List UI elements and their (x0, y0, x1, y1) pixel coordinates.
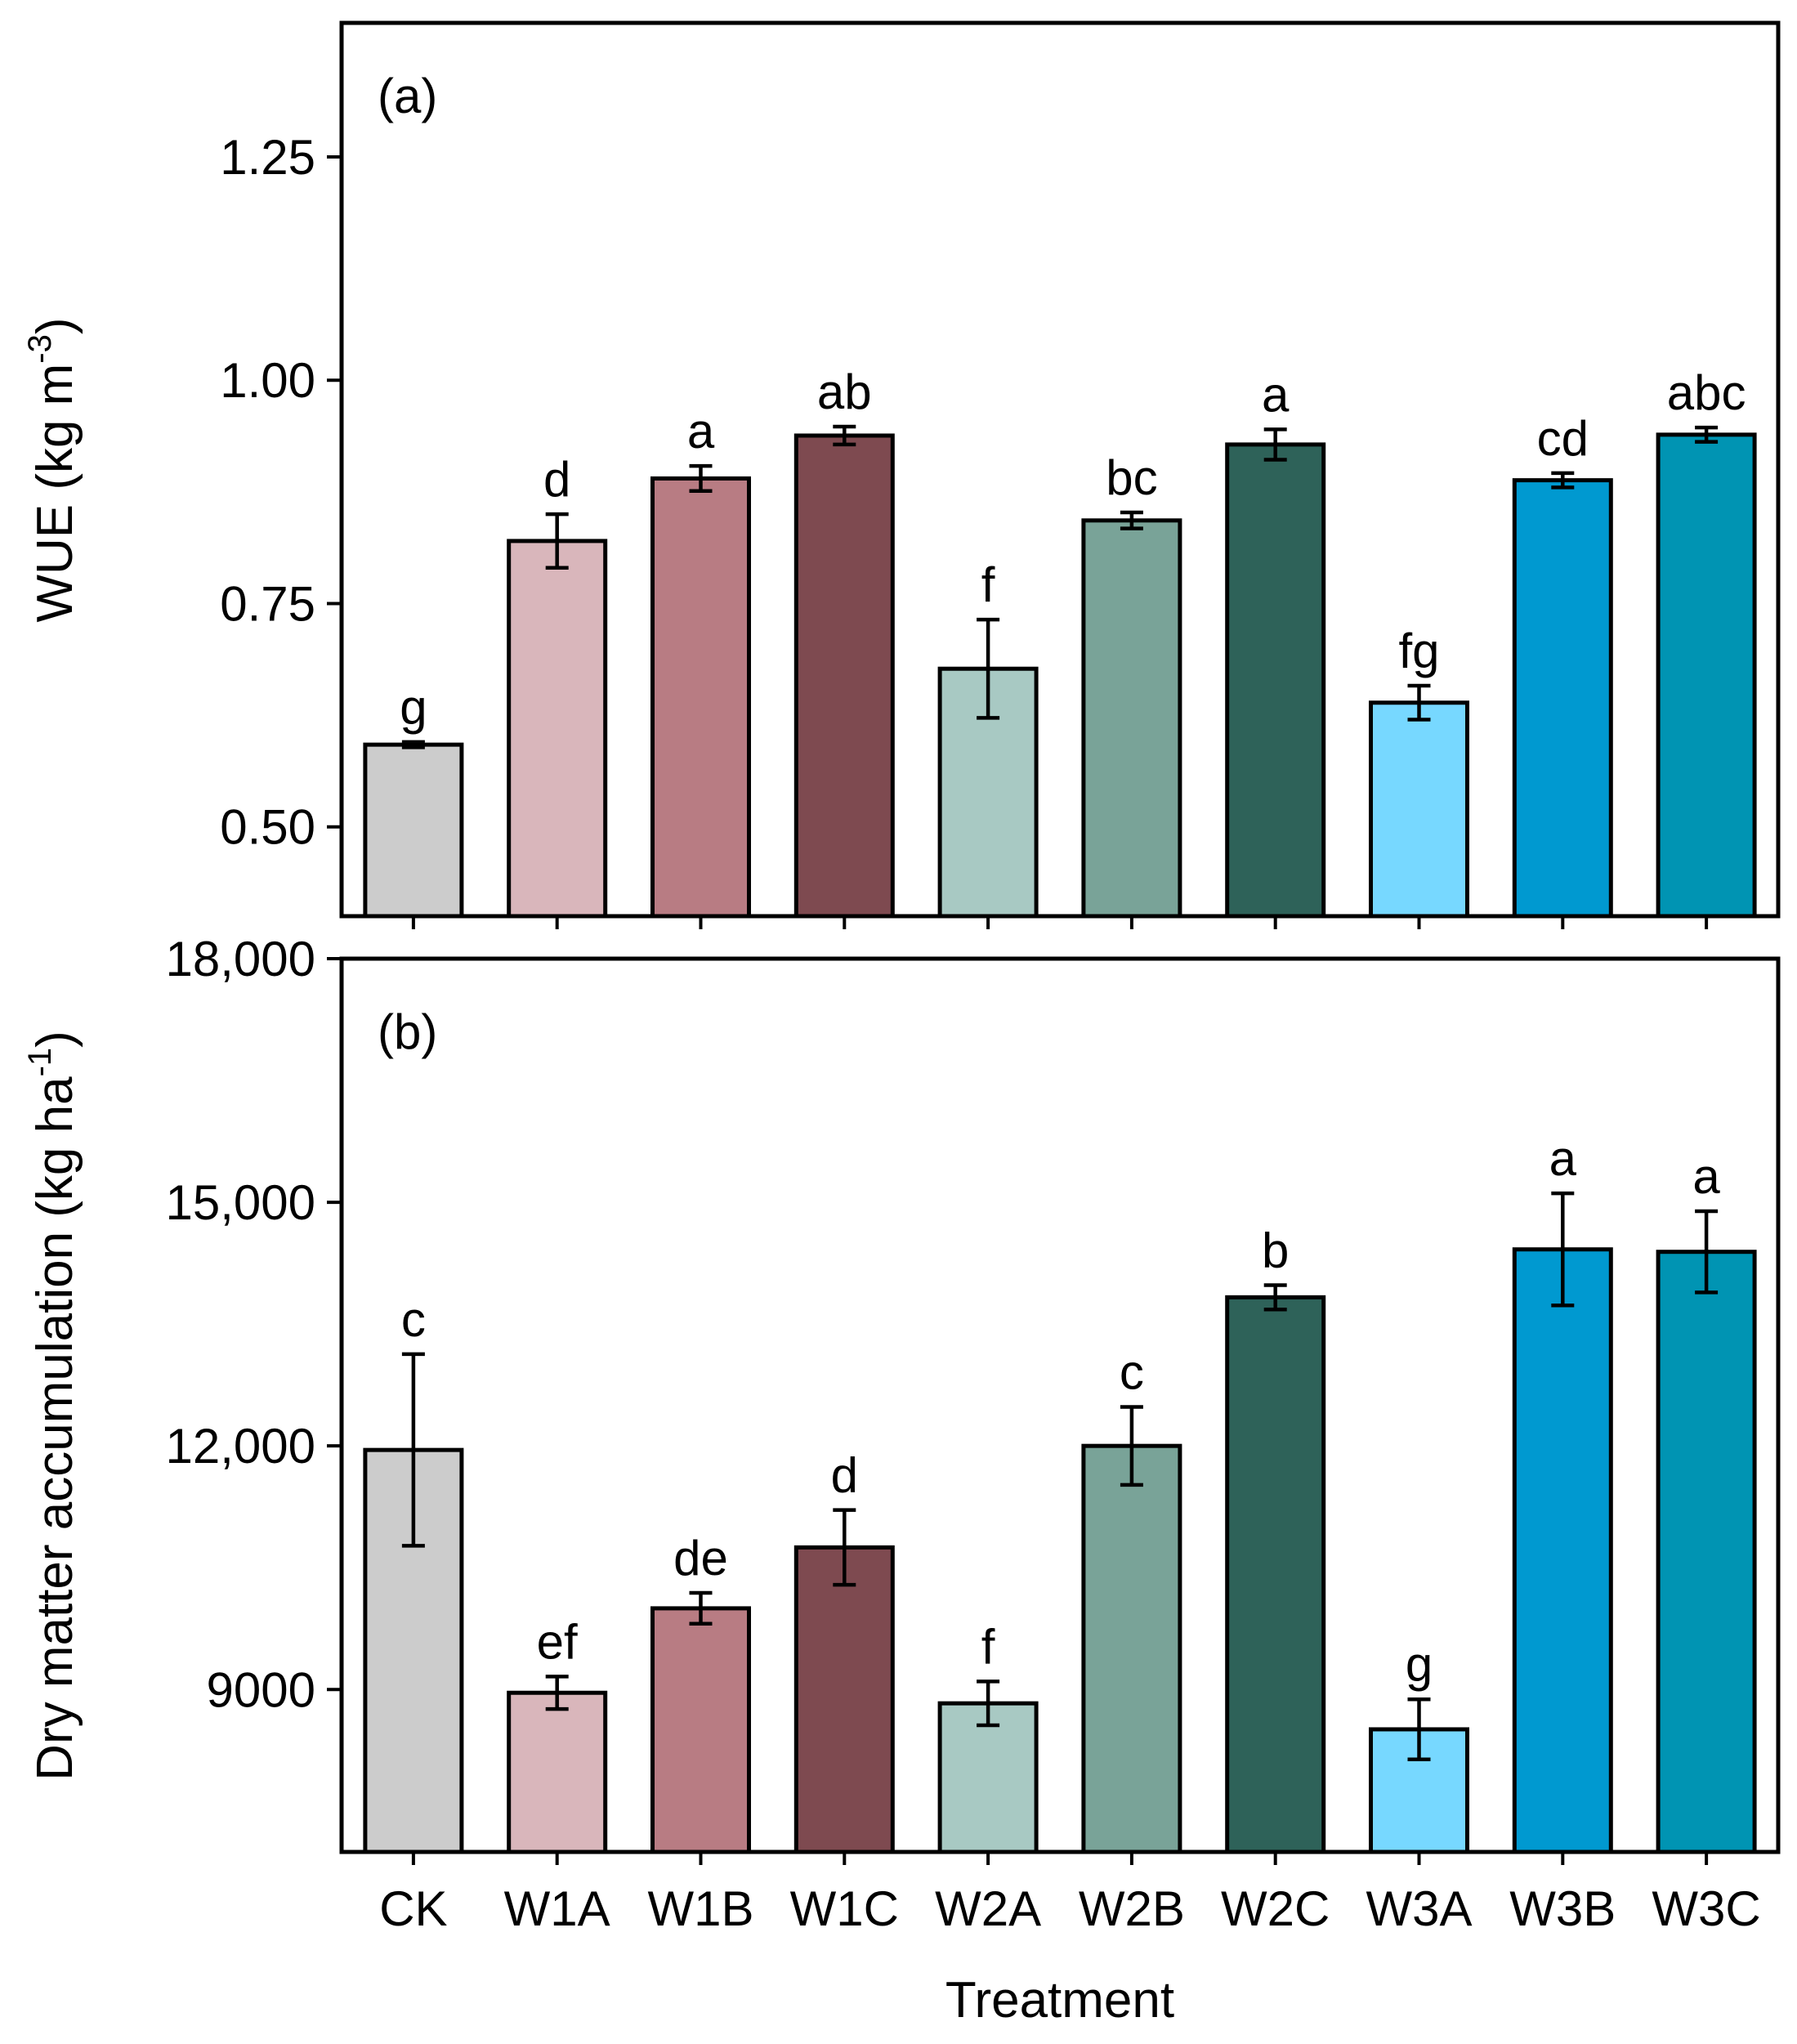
letter-w1b: de (673, 1531, 728, 1586)
bar-w1a (507, 1690, 608, 1854)
panel-b-frame (339, 956, 1781, 1854)
y-tick-label: 0.50 (220, 800, 315, 855)
x-tick-label-w2c: W2C (1221, 1881, 1330, 1936)
letter-w1c: ab (817, 365, 872, 419)
x-tick-label-w1a: W1A (504, 1881, 610, 1936)
bar-w1b (650, 1606, 751, 1854)
bar-w3c (1656, 1250, 1757, 1854)
panel-a-y-ticks: 0.50 0.75 1.00 1.25 (220, 130, 342, 855)
letter-ck: g (400, 680, 427, 735)
x-axis-title: Treatment (945, 1972, 1174, 2028)
panel-a-bars (363, 432, 1757, 919)
panel-a-wue: g d a ab f bc a fg cd abc 0.50 0.75 1.00 1.25 (a) WU… (22, 20, 1781, 929)
letter-w2c: a (1262, 367, 1290, 422)
letter-w1a: ef (537, 1614, 578, 1669)
bar-w1c (793, 1545, 895, 1854)
y-tick-label: 15,000 (165, 1175, 315, 1230)
panel-a-frame (339, 20, 1781, 919)
letter-w3b: cd (1537, 411, 1589, 466)
bar-w2b (1081, 1443, 1182, 1854)
bar-w2c (1225, 442, 1326, 919)
panel-b-bars (363, 1247, 1757, 1854)
letter-w2b: c (1120, 1344, 1144, 1399)
y-tick-label: 1.25 (220, 130, 315, 185)
letter-w2a: f (981, 1619, 995, 1674)
error-bar-w3b (1551, 471, 1575, 490)
error-bar-ck (401, 1352, 425, 1548)
x-tick-label-w2b: W2B (1079, 1881, 1185, 1936)
error-bar-w1a (545, 512, 569, 570)
letter-w1b: a (687, 404, 715, 458)
bar-ck (363, 742, 464, 919)
panel-a-x-ticks (411, 916, 1709, 929)
error-bar-w3c (1695, 1209, 1719, 1295)
letter-w3a: fg (1398, 624, 1439, 678)
error-bar-w3a (1407, 1697, 1431, 1761)
error-bar-w1a (545, 1675, 569, 1711)
y-tick-label: 18,000 (165, 932, 315, 986)
error-bar-w2c (1263, 1283, 1287, 1312)
x-tick-label-w3c: W3C (1652, 1881, 1760, 1936)
letter-w1c: d (831, 1448, 858, 1503)
x-tick-label-w3a: W3A (1366, 1881, 1472, 1936)
panel-b-y-axis-title: Dry matter accumulation (kg ha-1) (22, 1031, 83, 1781)
panel-a-error-bars (401, 424, 1719, 749)
x-tick-label-w1c: W1C (790, 1881, 899, 1936)
panel-b-error-bars (401, 1191, 1719, 1761)
panel-a-y-axis-title: WUE (kg m-3) (22, 317, 83, 622)
panel-b-dry-matter: c ef de d f c b g a a 9000 12,000 15,000 18,000 CK W1… (22, 932, 1781, 2028)
bar-w1b (650, 476, 751, 919)
y-tick-label: 12,000 (165, 1419, 315, 1474)
error-bar-w1c (833, 424, 856, 447)
bar-w3a (1369, 700, 1469, 919)
panel-b-y-ticks: 9000 12,000 15,000 18,000 (165, 932, 342, 1717)
error-bar-w2b (1120, 1405, 1143, 1487)
y-tick-label: 1.00 (220, 353, 315, 408)
error-bar-w3c (1695, 425, 1719, 444)
letter-w3a: g (1406, 1637, 1433, 1692)
error-bar-w3a (1407, 683, 1431, 722)
bar-w3b (1512, 1247, 1613, 1854)
error-bar-w3b (1551, 1191, 1575, 1308)
letter-w3b: a (1549, 1131, 1577, 1186)
letter-w1a: d (543, 452, 570, 507)
letter-w2a: f (981, 557, 995, 612)
panel-a-label: (a) (378, 69, 437, 123)
error-bar-w1c (833, 1508, 856, 1587)
error-bar-w2c (1263, 427, 1287, 462)
error-bar-w2a (977, 617, 1000, 720)
bar-w3b (1512, 478, 1613, 919)
error-bar-w2b (1120, 510, 1143, 530)
bar-w3c (1656, 432, 1757, 919)
letter-ck: c (401, 1292, 426, 1347)
y-tick-label: 9000 (207, 1662, 315, 1717)
panel-b-significance-letters: c ef de d f c b g a a (401, 1131, 1721, 1692)
error-bar-ck (401, 740, 425, 749)
panel-b-x-ticks (411, 1852, 1709, 1865)
x-tick-label-w3b: W3B (1509, 1881, 1616, 1936)
x-tick-label-w1b: W1B (647, 1881, 753, 1936)
letter-w2b: bc (1106, 450, 1157, 505)
bar-w1c (793, 433, 895, 919)
error-bar-w2a (977, 1679, 1000, 1728)
error-bar-w1b (689, 463, 713, 493)
panel-a-significance-letters: g d a ab f bc a fg cd abc (400, 365, 1746, 735)
y-tick-label: 0.75 (220, 576, 315, 631)
letter-w2c: b (1262, 1223, 1289, 1277)
x-tick-label-ck: CK (379, 1881, 447, 1936)
bar-w2b (1081, 518, 1182, 919)
x-category-labels: CK W1A W1B W1C W2A W2B W2C W3A W3B W3C (379, 1881, 1761, 1936)
bar-w1a (507, 539, 608, 919)
bar-w2c (1225, 1295, 1326, 1854)
letter-w3c: abc (1667, 365, 1746, 420)
x-tick-label-w2a: W2A (935, 1881, 1041, 1936)
letter-w3c: a (1692, 1149, 1720, 1204)
error-bar-w1b (689, 1590, 713, 1626)
panel-b-label: (b) (378, 1004, 437, 1059)
